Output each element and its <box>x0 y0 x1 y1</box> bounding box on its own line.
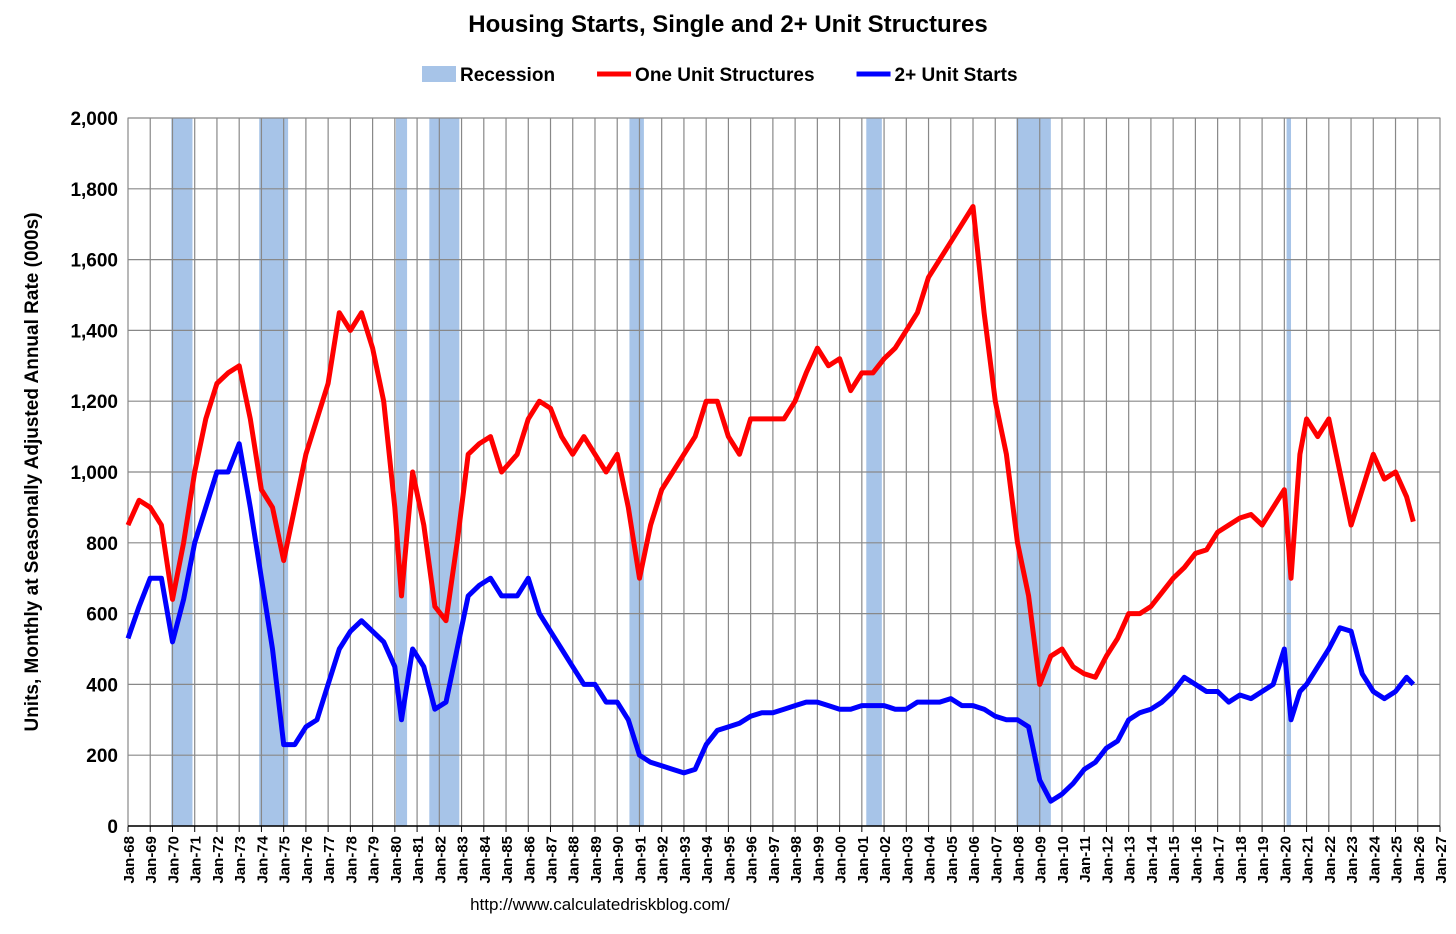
x-tick-label: Jan-11 <box>1077 836 1094 883</box>
x-tick-label: Jan-81 <box>410 836 427 884</box>
x-tick-label: Jan-21 <box>1300 836 1317 884</box>
x-tick-label: Jan-70 <box>165 836 182 884</box>
x-tick-label: Jan-91 <box>632 836 649 884</box>
x-tick-label: Jan-76 <box>299 836 316 884</box>
x-tick-label: Jan-72 <box>210 836 227 884</box>
x-tick-label: Jan-03 <box>899 836 916 884</box>
x-tick-label: Jan-98 <box>788 836 805 884</box>
y-tick-label: 1,000 <box>70 463 118 484</box>
x-tick-label: Jan-05 <box>944 836 961 884</box>
x-tick-label: Jan-25 <box>1389 836 1406 884</box>
x-tick-label: Jan-90 <box>610 836 627 884</box>
x-tick-label: Jan-26 <box>1411 836 1428 884</box>
x-tick-label: Jan-19 <box>1255 836 1272 884</box>
y-axis-label: Units, Monthly at Seasonally Adjusted An… <box>22 212 43 731</box>
x-tick-label: Jan-73 <box>232 836 249 884</box>
x-tick-label: Jan-84 <box>477 835 494 883</box>
x-tick-label: Jan-16 <box>1188 836 1205 884</box>
x-tick-label: Jan-22 <box>1322 836 1339 884</box>
legend-label: 2+ Unit Starts <box>895 65 1018 86</box>
y-tick-label: 2,000 <box>70 109 118 130</box>
x-tick-label: Jan-93 <box>677 836 694 884</box>
x-tick-label: Jan-83 <box>455 836 472 884</box>
series-line <box>125 441 1416 804</box>
x-tick-label: Jan-01 <box>855 836 872 884</box>
x-tick-label: Jan-80 <box>388 836 405 884</box>
legend-label: Recession <box>460 65 555 86</box>
x-tick-label: Jan-68 <box>121 836 138 884</box>
x-tick-label: Jan-75 <box>277 836 294 884</box>
x-tick-label: Jan-94 <box>699 835 716 883</box>
x-tick-label: Jan-18 <box>1233 836 1250 884</box>
y-tick-label: 1,400 <box>70 321 118 342</box>
x-tick-label: Jan-14 <box>1144 835 1161 883</box>
y-tick-label: 1,600 <box>70 251 118 272</box>
x-tick-label: Jan-74 <box>254 835 271 883</box>
x-tick-label: Jan-96 <box>744 836 761 884</box>
x-tick-label: Jan-17 <box>1211 836 1228 884</box>
x-tick-label: Jan-07 <box>988 836 1005 884</box>
x-tick-label: Jan-89 <box>588 836 605 884</box>
x-tick-label: Jan-02 <box>877 836 894 884</box>
y-tick-label: 800 <box>86 534 118 555</box>
x-tick-label: Jan-88 <box>566 836 583 884</box>
x-tick-label: Jan-23 <box>1344 836 1361 884</box>
x-tick-label: Jan-79 <box>366 836 383 884</box>
x-tick-label: Jan-20 <box>1277 836 1294 884</box>
x-tick-label: Jan-77 <box>321 836 338 884</box>
x-tick-label: Jan-06 <box>966 836 983 884</box>
x-tick-label: Jan-13 <box>1122 836 1139 884</box>
x-tick-label: Jan-09 <box>1033 836 1050 884</box>
x-tick-label: Jan-15 <box>1166 836 1183 884</box>
y-tick-label: 0 <box>107 817 118 838</box>
x-tick-label: Jan-24 <box>1366 835 1383 883</box>
x-tick-label: Jan-04 <box>922 835 939 883</box>
x-tick-label: Jan-10 <box>1055 836 1072 884</box>
x-tick-label: Jan-86 <box>521 836 538 884</box>
x-tick-label: Jan-71 <box>188 836 205 884</box>
x-tick-label: Jan-97 <box>766 836 783 884</box>
x-tick-label: Jan-92 <box>655 836 672 884</box>
x-tick-label: Jan-12 <box>1099 836 1116 884</box>
x-tick-label: Jan-85 <box>499 836 516 884</box>
chart-title: Housing Starts, Single and 2+ Unit Struc… <box>468 11 987 38</box>
x-tick-label: Jan-99 <box>810 836 827 884</box>
y-tick-label: 600 <box>86 605 118 626</box>
x-tick-label: Jan-95 <box>721 836 738 884</box>
legend-swatch <box>856 71 891 77</box>
x-tick-label: Jan-27 <box>1433 836 1450 884</box>
legend-swatch <box>422 66 456 82</box>
y-tick-label: 200 <box>86 746 118 767</box>
y-tick-label: 400 <box>86 675 118 696</box>
legend-label: One Unit Structures <box>635 65 814 86</box>
y-tick-label: 1,800 <box>70 180 118 201</box>
x-tick-label: Jan-78 <box>343 836 360 884</box>
series-line <box>125 204 1416 687</box>
source: http://www.calculatedriskblog.com/ <box>470 895 730 914</box>
legend-swatch <box>597 71 632 77</box>
x-tick-label: Jan-69 <box>143 836 160 884</box>
x-tick-label: Jan-82 <box>432 836 449 884</box>
x-tick-label: Jan-00 <box>833 836 850 884</box>
x-tick-label: Jan-08 <box>1010 836 1027 884</box>
y-tick-label: 1,200 <box>70 392 118 413</box>
x-tick-label: Jan-87 <box>544 836 561 884</box>
